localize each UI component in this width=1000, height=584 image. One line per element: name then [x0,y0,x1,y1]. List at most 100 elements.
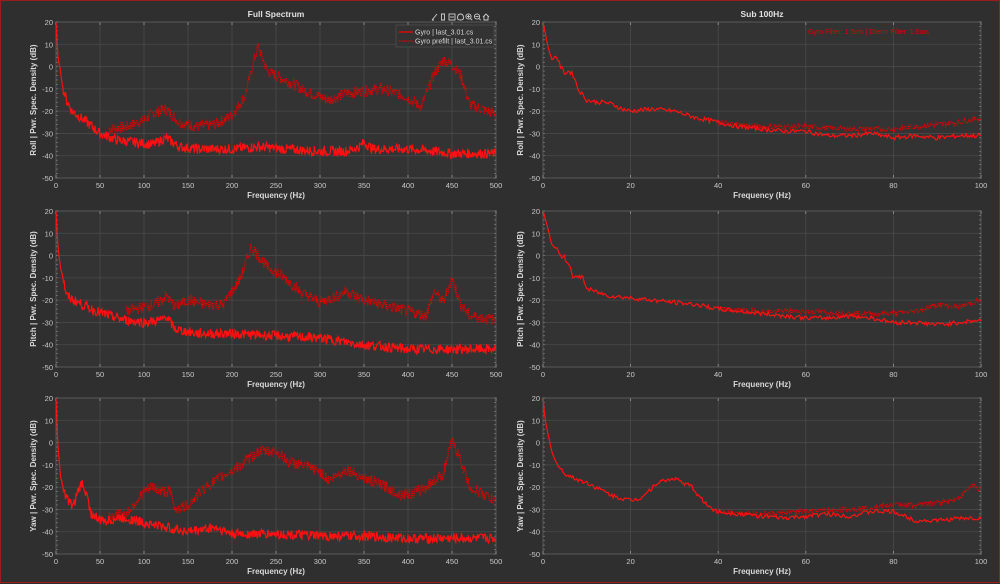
data-tip-glyph [441,13,445,21]
data-tip-icon[interactable] [441,13,445,21]
y-tick-label: -50 [529,174,540,183]
x-tick-label: 40 [714,557,722,566]
plot-roll-full: 0 50 100 150 200 250 300 350 400 450 50020100-10-2… [29,9,502,200]
y-tick-label: -30 [42,318,53,327]
y-tick-label: -40 [42,528,53,537]
x-tick-label: 450 [446,557,459,566]
series-gyro-prefilt [717,482,981,518]
y-tick-label: -40 [529,341,540,350]
x-tick-label: 80 [889,370,897,379]
zoom-out-icon[interactable] [473,13,482,21]
zoom-in-icon[interactable] [465,13,473,21]
x-tick-label: 450 [446,181,459,190]
y-tick-label: 10 [532,40,540,49]
y-tick-label: -10 [42,274,53,283]
x-tick-label: 300 [314,181,327,190]
y-tick-label: -40 [529,152,540,161]
x-tick-label: 350 [358,370,371,379]
restore-view-icon[interactable] [448,13,456,21]
y-tick-label: 10 [532,229,540,238]
x-tick-label: 0 [54,557,58,566]
x-tick-label: 250 [270,370,283,379]
y-tick-label: -50 [42,363,53,372]
plot-area[interactable] [542,21,982,179]
y-axis-label: Pitch | Pwr. Spec. Density (dB) [29,231,38,347]
legend-box [395,24,495,48]
y-tick-label: -40 [42,152,53,161]
x-tick-label: 200 [226,557,239,566]
x-tick-label: 400 [402,370,415,379]
x-axis-label: Frequency (Hz) [733,567,791,576]
plot-area[interactable] [542,397,982,555]
y-tick-label: -20 [42,483,53,492]
y-tick-label: -30 [529,129,540,138]
series-gyro [56,22,496,160]
y-tick-label: 0 [536,252,540,261]
x-tick-label: 100 [975,557,988,566]
series-gyro [543,398,981,524]
pan-hand-icon[interactable] [457,13,464,21]
magnifier-handle [470,18,473,21]
x-tick-label: 60 [802,370,810,379]
x-tick-label: 450 [446,370,459,379]
y-tick-label: 0 [49,252,53,261]
hand-glyph [457,13,464,21]
x-tick-label: 300 [314,370,327,379]
x-tick-label: 80 [889,181,897,190]
y-tick-label: -30 [529,318,540,327]
y-tick-label: -50 [42,550,53,559]
y-tick-label: 10 [532,416,540,425]
y-tick-label: -20 [529,296,540,305]
y-tick-label: -50 [42,174,53,183]
y-tick-label: -30 [42,505,53,514]
plot-area[interactable] [542,210,982,368]
x-tick-label: 0 [54,370,58,379]
plot-title: Full Spectrum [248,9,305,19]
magnifier-handle [478,18,482,21]
series-gyro [543,211,981,328]
series-gyro [56,211,496,356]
series-gyro [543,22,981,142]
y-tick-label: 10 [45,229,53,238]
y-tick-label: 0 [536,439,540,448]
y-tick-label: -20 [42,107,53,116]
x-tick-label: 50 [96,557,104,566]
plot-pitch-sub100: 0 20 40 60 80 10020100-10-20-30-40-50Frequenc… [516,207,987,389]
x-tick-label: 60 [802,181,810,190]
y-axis-label: Roll | Pwr. Spec. Density (dB) [29,44,38,155]
x-tick-label: 50 [96,370,104,379]
brush-icon[interactable] [431,13,438,21]
x-tick-label: 100 [975,370,988,379]
y-tick-label: 20 [45,18,53,27]
x-tick-label: 300 [314,557,327,566]
x-axis-label: Frequency (Hz) [733,191,791,200]
x-tick-label: 20 [626,557,634,566]
x-tick-label: 200 [226,181,239,190]
y-tick-label: -20 [529,483,540,492]
y-tick-label: 20 [45,394,53,403]
y-tick-label: -40 [42,341,53,350]
x-tick-label: 0 [541,557,545,566]
x-tick-label: 40 [714,181,722,190]
home-icon[interactable] [482,13,490,21]
y-axis-label: Yaw | Pwr. Spec. Density (dB) [516,420,525,532]
legend: Gyro | last_3.01.cs Gyro prefilt | last_3… [395,24,495,48]
y-tick-label: 10 [45,416,53,425]
x-tick-label: 100 [975,181,988,190]
x-tick-label: 350 [358,557,371,566]
restore-glyph [448,13,456,21]
y-axis-label: Roll | Pwr. Spec. Density (dB) [516,44,525,155]
x-tick-label: 150 [182,370,195,379]
y-tick-label: -10 [529,461,540,470]
y-tick-label: 0 [49,63,53,72]
plot-yaw-full: 0 50 100 150 200 250 300 350 400 450 50020100-10-2… [29,394,502,576]
y-axis-label: Pitch | Pwr. Spec. Density (dB) [516,231,525,347]
y-tick-label: -50 [529,550,540,559]
y-tick-label: -10 [42,85,53,94]
x-tick-label: 0 [54,181,58,190]
series-gyro-prefilt [108,42,496,134]
series-gyro [56,398,496,545]
series-gyro-prefilt [717,114,981,134]
y-tick-label: 20 [532,394,540,403]
